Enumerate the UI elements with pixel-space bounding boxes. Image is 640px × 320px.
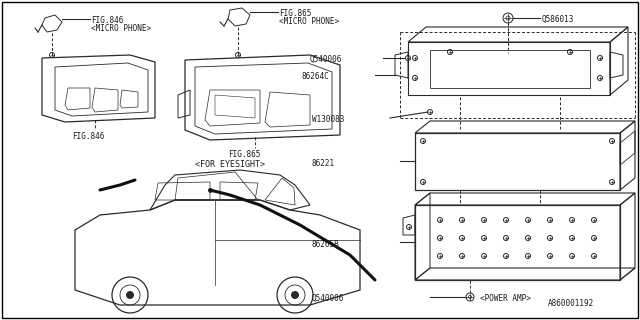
Text: Q586013: Q586013	[542, 15, 574, 24]
Text: 86221: 86221	[312, 159, 335, 168]
Text: FIG.846: FIG.846	[91, 16, 124, 25]
Text: <MICRO PHONE>: <MICRO PHONE>	[91, 24, 151, 33]
Text: <MICRO PHONE>: <MICRO PHONE>	[279, 17, 339, 26]
Text: Q540006: Q540006	[310, 55, 342, 64]
Text: <FOR EYESIGHT>: <FOR EYESIGHT>	[195, 160, 265, 169]
Text: FIG.846: FIG.846	[72, 132, 104, 141]
Text: <POWER AMP>: <POWER AMP>	[480, 294, 531, 303]
Text: A860001192: A860001192	[548, 299, 595, 308]
Text: Q540006: Q540006	[312, 294, 344, 303]
Text: FIG.865: FIG.865	[279, 9, 312, 18]
Text: 86265B: 86265B	[312, 240, 340, 249]
Text: 86264C: 86264C	[302, 72, 330, 81]
Text: W130083: W130083	[312, 115, 344, 124]
Text: FIG.865: FIG.865	[228, 150, 260, 159]
Circle shape	[291, 291, 299, 299]
Circle shape	[126, 291, 134, 299]
